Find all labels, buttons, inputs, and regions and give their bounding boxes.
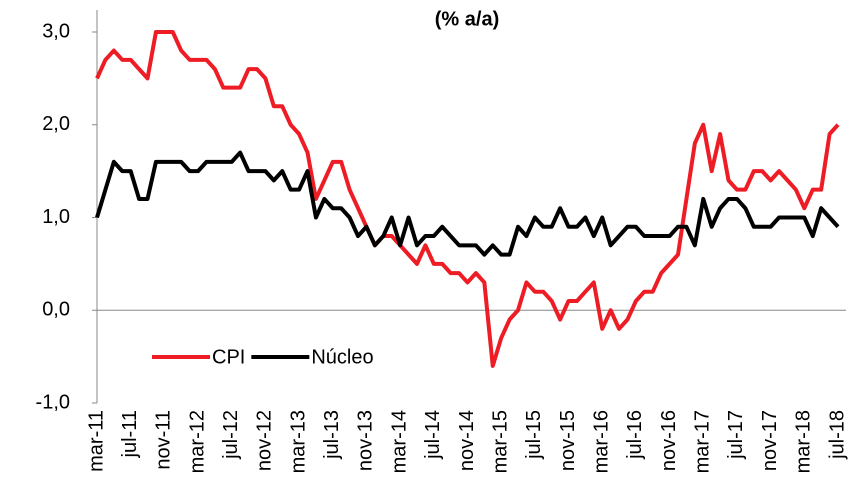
x-tick-label: mar-14: [388, 410, 410, 473]
x-tick-label: nov-14: [456, 410, 478, 471]
x-tick-label: mar-13: [287, 410, 309, 473]
x-tick-label: nov-17: [759, 410, 781, 471]
y-tick-label: -1,0: [36, 391, 70, 413]
legend-label: CPI: [212, 346, 245, 368]
y-tick-label: 2,0: [42, 113, 70, 135]
x-tick-label: jul-15: [523, 410, 545, 460]
x-tick-label: jul-16: [624, 410, 646, 460]
line-series: [95, 150, 840, 257]
x-tick-label: mar-16: [591, 410, 613, 473]
x-tick-label: nov-11: [153, 410, 175, 470]
y-tick-label: 3,0: [42, 20, 70, 42]
x-tick-label: jul-13: [321, 410, 343, 460]
line-series: [95, 30, 840, 368]
x-tick-label: mar-15: [489, 410, 511, 473]
chart-title: (% a/a): [435, 8, 499, 30]
x-tick-label: nov-12: [254, 410, 276, 471]
x-tick-label: nov-13: [355, 410, 377, 471]
x-tick-label: jul-14: [422, 410, 444, 460]
x-tick-label: jul-11: [119, 410, 141, 458]
x-tick-label: jul-17: [725, 410, 747, 460]
x-tick-label: mar-12: [186, 410, 208, 473]
y-tick-label: 1,0: [42, 206, 70, 228]
y-tick-label: 0,0: [42, 299, 70, 321]
x-tick-label: nov-16: [658, 410, 680, 471]
x-tick-label: mar-17: [692, 410, 714, 473]
legend-label: Núcleo: [311, 346, 373, 368]
x-tick-label: mar-11: [85, 410, 107, 472]
x-tick-label: jul-12: [220, 410, 242, 460]
x-tick-label: nov-15: [557, 410, 579, 471]
x-tick-label: mar-18: [793, 410, 815, 473]
x-tick-label: jul-18: [826, 410, 848, 460]
